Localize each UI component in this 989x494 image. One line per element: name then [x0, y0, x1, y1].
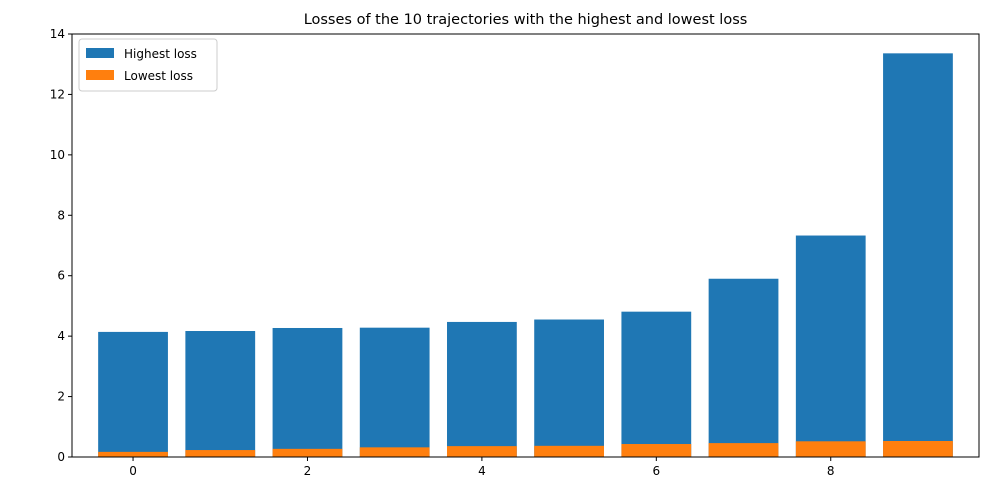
bar-highest-4 — [447, 321, 517, 457]
bar-lowest-5 — [534, 445, 604, 457]
axes-layer: 0 2 4 6 8 10 12 14 0 2 4 6 8 — [50, 27, 980, 478]
legend-swatch-0 — [86, 48, 114, 58]
plot-frame — [71, 33, 980, 458]
bar-lowest-2 — [272, 448, 343, 457]
bar-lowest-3 — [359, 447, 430, 457]
bar-lowest-6 — [621, 444, 692, 457]
legend-label-1: Lowest loss — [124, 69, 193, 83]
y-tick-label-4: 4 — [57, 329, 65, 343]
x-tick-label-6: 6 — [652, 464, 660, 478]
bar-highest-7 — [708, 278, 779, 457]
y-tick-label-6: 6 — [57, 269, 65, 283]
bar-highest-9 — [883, 53, 953, 458]
bar-lowest-8 — [795, 441, 866, 457]
y-tick-label-8: 8 — [57, 208, 65, 222]
bar-lowest-1 — [185, 450, 256, 457]
chart-title: Losses of the 10 trajectories with the h… — [304, 12, 748, 28]
x-tick-label-8: 8 — [827, 464, 835, 478]
bar-lowest-7 — [708, 443, 779, 457]
bar-highest-0 — [98, 331, 168, 457]
x-tick-label-4: 4 — [478, 464, 486, 478]
bar-highest-3 — [359, 327, 430, 457]
bar-highest-8 — [795, 235, 866, 457]
bar-highest-2 — [272, 327, 343, 457]
legend: Highest loss Lowest loss — [78, 38, 218, 92]
y-tick-label-10: 10 — [50, 148, 65, 162]
bar-highest-6 — [621, 311, 692, 457]
legend-swatch-1 — [86, 70, 114, 80]
x-tick-label-2: 2 — [304, 464, 312, 478]
bar-lowest-4 — [447, 446, 517, 457]
y-tick-label-14: 14 — [50, 27, 65, 41]
bar-highest-5 — [534, 319, 604, 457]
x-tick-label-0: 0 — [129, 464, 137, 478]
bar-highest-1 — [185, 331, 256, 457]
bars-layer — [98, 53, 953, 458]
bar-lowest-0 — [98, 451, 168, 457]
y-tick-label-2: 2 — [57, 390, 65, 404]
y-tick-label-12: 12 — [50, 87, 65, 101]
legend-label-0: Highest loss — [124, 47, 197, 61]
y-tick-label-0: 0 — [57, 450, 65, 464]
bar-lowest-9 — [883, 440, 953, 457]
